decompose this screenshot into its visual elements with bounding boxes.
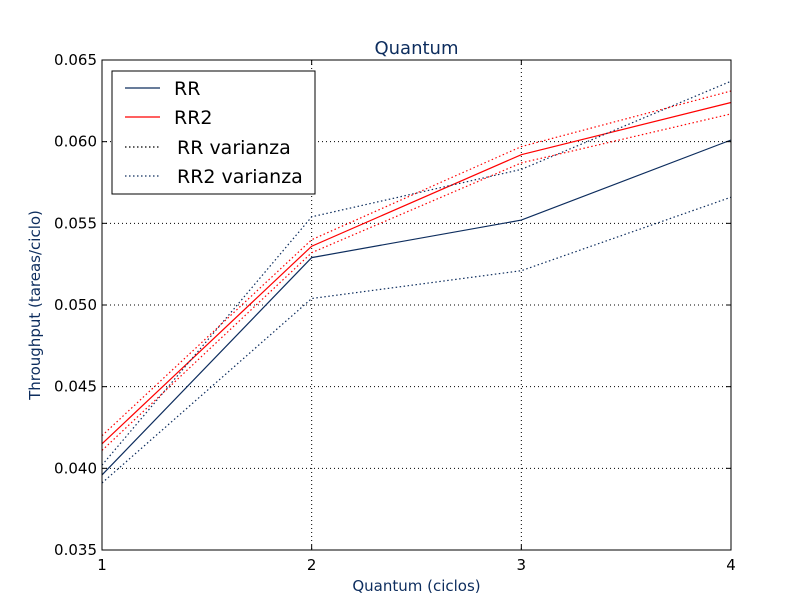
legend-entries: RR RR2 RR varianza RR2 varianza	[125, 78, 303, 188]
legend-label: RR2 varianza	[177, 166, 303, 188]
y-tick-label: 0.065	[54, 51, 97, 69]
legend-label: RR2	[174, 107, 213, 129]
series-line-rr2-varianza	[101, 90, 732, 437]
axis-ticks	[101, 59, 732, 551]
legend-box	[111, 70, 316, 195]
series-line-rr2	[101, 101, 732, 445]
y-tick-label: 0.045	[54, 378, 97, 396]
x-tick-label: 1	[97, 556, 107, 574]
series-line-rr	[101, 139, 732, 476]
y-tick-label: 0.050	[54, 296, 97, 314]
legend: RR RR2 RR varianza RR2 varianza	[111, 70, 316, 195]
y-tick-label: 0.060	[54, 133, 97, 151]
axis-tick-labels: 1 2 3 4 0.035 0.040 0.045 0.050 0.055 0.060 0.065	[54, 51, 736, 574]
grid-lines	[102, 60, 731, 550]
y-tick-label: 0.040	[54, 459, 97, 477]
x-tick-label: 2	[307, 556, 317, 574]
legend-label: RR	[174, 78, 200, 100]
x-tick-label: 4	[726, 556, 736, 574]
legend-label: RR varianza	[177, 137, 291, 159]
series-line-rr-varianza	[101, 196, 732, 484]
x-axis-title: Quantum (ciclos)	[352, 577, 480, 595]
x-tick-label: 3	[517, 556, 527, 574]
y-axis-title: Throughput (tareas/ciclo)	[26, 210, 44, 401]
y-tick-label: 0.055	[54, 214, 97, 232]
series-line-rr-varianza	[101, 80, 732, 466]
y-tick-label: 0.035	[54, 541, 97, 559]
series-layer	[101, 80, 732, 484]
series-line-rr2-varianza	[101, 113, 732, 451]
chart-title: Quantum	[374, 38, 458, 59]
